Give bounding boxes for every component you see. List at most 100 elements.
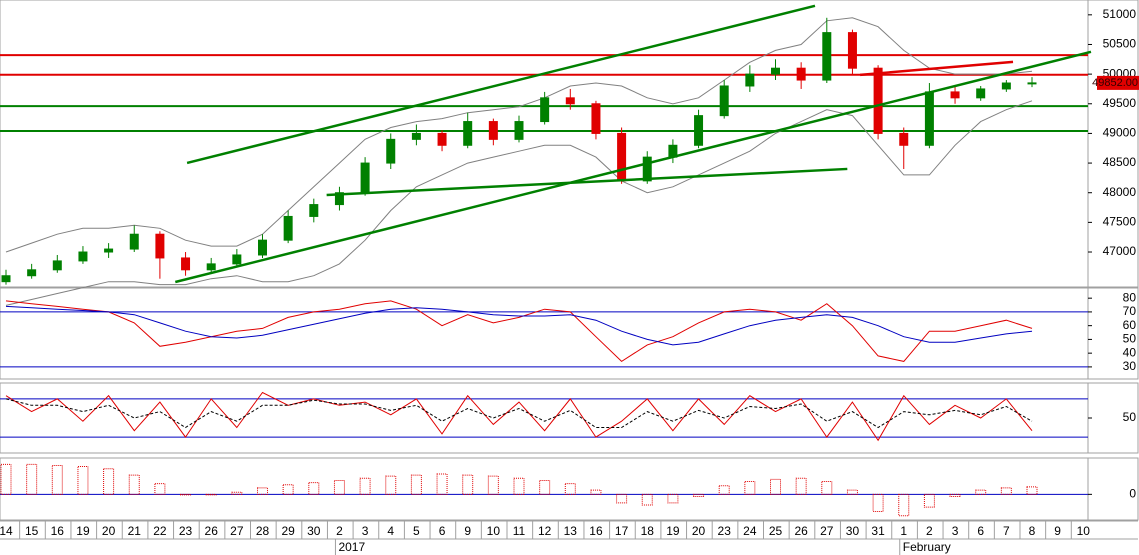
histogram-bar (231, 491, 243, 495)
histogram-bar (923, 493, 935, 508)
trend-line (860, 60, 1014, 77)
candle-body (1001, 82, 1011, 90)
candle-body (1, 275, 11, 283)
histogram-bar (257, 487, 268, 495)
candle-body (463, 121, 473, 146)
histogram-bar (718, 485, 730, 495)
candle-body (334, 192, 344, 206)
panel-frame (0, 457, 1139, 521)
histogram-bar (308, 482, 320, 495)
panel-frame (0, 287, 1139, 380)
x-tick-label: 24 (743, 524, 757, 538)
histogram-bar (1000, 487, 1012, 495)
histogram-bar (205, 493, 217, 496)
candle-body (694, 115, 704, 146)
candle-body (976, 88, 986, 99)
histogram-bar (821, 481, 833, 495)
x-tick-label: 15 (25, 524, 39, 538)
y-tick-label: 49500 (1103, 96, 1137, 110)
indicator-line (5, 391, 1033, 442)
candle-body (258, 239, 267, 256)
histogram-bar (462, 474, 474, 495)
candle-body (771, 67, 780, 75)
x-tick-label: 26 (794, 524, 808, 538)
candle-body (27, 269, 37, 277)
candle-body (924, 91, 934, 146)
candle-body (796, 67, 806, 81)
histogram-bar (103, 468, 115, 495)
histogram-bar (410, 474, 422, 495)
x-tick-label: 18 (641, 524, 655, 538)
histogram-bar (77, 466, 89, 495)
candle-body (591, 103, 601, 134)
histogram-bar (26, 463, 38, 495)
x-tick-label: 8 (1029, 524, 1036, 538)
x-tick-label: 2 (336, 524, 343, 538)
candle-body (206, 263, 216, 271)
panel-frame (0, 0, 1139, 288)
histogram-bar (0, 463, 12, 495)
x-tick-label: 9 (464, 524, 471, 538)
y-tick-label: 40 (1123, 345, 1137, 359)
histogram-bar (436, 473, 448, 495)
y-tick-label: 50500 (1103, 37, 1137, 51)
histogram-bar (975, 489, 987, 495)
histogram-bar (282, 484, 294, 495)
histogram-bar (128, 474, 140, 495)
candle-body (232, 254, 242, 265)
histogram-bar (51, 464, 63, 495)
candle-body (283, 215, 293, 241)
x-tick-label: 26 (205, 524, 219, 538)
y-tick-label: 70 (1123, 304, 1137, 318)
candle-body (847, 32, 857, 69)
last-price-label: 49852.00 (1092, 77, 1138, 89)
indicator-line (5, 300, 1033, 363)
x-tick-label: 19 (666, 524, 680, 538)
x-tick-label: 16 (51, 524, 65, 538)
candle-body (745, 73, 755, 87)
histogram-bar (487, 475, 499, 495)
x-tick-label: 7 (1003, 524, 1010, 538)
panel-frame (0, 382, 1139, 454)
candle-body (181, 257, 191, 271)
candle-body (488, 121, 498, 140)
histogram-bar (667, 493, 679, 504)
histogram-bar (693, 493, 705, 497)
histogram-bar (795, 477, 807, 495)
histogram-bar (359, 477, 371, 495)
x-tick-label: 17 (615, 524, 629, 538)
candle-body (52, 260, 62, 271)
x-tick-label: 13 (564, 524, 578, 538)
candle-body (822, 32, 832, 81)
candle-body (514, 121, 524, 140)
x-tick-label: 3 (952, 524, 959, 538)
trend-line (326, 167, 848, 197)
x-tick-label: 3 (362, 524, 369, 538)
y-tick-label: 48000 (1103, 185, 1137, 199)
histogram-bar (872, 493, 884, 512)
x-tick-label: 22 (153, 524, 167, 538)
y-tick-label: 50 (1123, 410, 1137, 424)
last-price-box (1097, 75, 1139, 90)
x-tick-label: 19 (76, 524, 90, 538)
candle-body (617, 132, 627, 182)
histogram-bar (1026, 486, 1038, 495)
candle-body (104, 248, 114, 253)
period-label: 2017 (338, 540, 365, 554)
x-tick-label: 27 (820, 524, 834, 538)
x-tick-label: 23 (718, 524, 732, 538)
y-tick-label: 60 (1123, 318, 1137, 332)
histogram-bar (539, 479, 551, 495)
y-tick-label: 50 (1123, 332, 1137, 346)
candle-body (950, 91, 960, 99)
candle-body (386, 138, 396, 164)
x-tick-label: 6 (439, 524, 446, 538)
x-tick-label: 31 (871, 524, 885, 538)
x-tick-label: 21 (128, 524, 142, 538)
x-tick-label: 30 (846, 524, 860, 538)
trend-line (186, 4, 816, 165)
x-tick-label: 6 (977, 524, 984, 538)
x-tick-label: 29 (281, 524, 295, 538)
x-tick-label: 1 (900, 524, 907, 538)
